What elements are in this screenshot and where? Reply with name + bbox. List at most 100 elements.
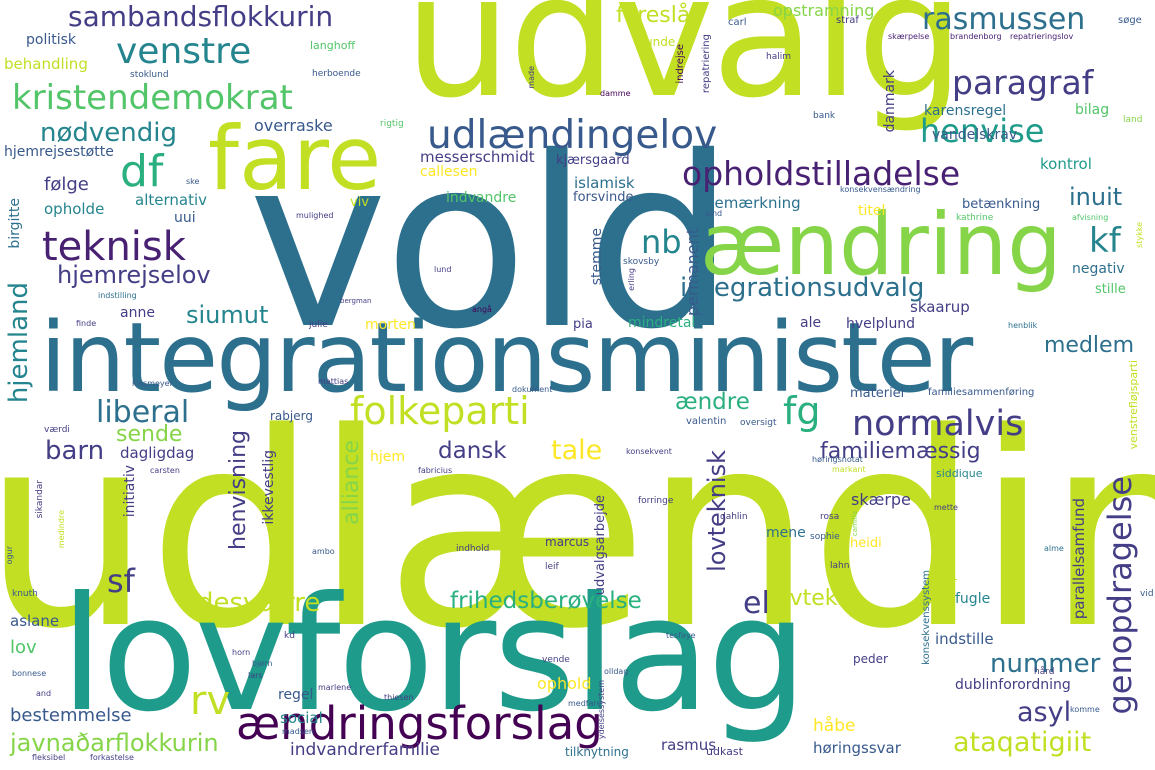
word-ambo: ambo [312,547,335,556]
word-hjemrejselov: hjemrejselov [57,261,211,289]
word-lovteknisk: lovteknisk [703,450,731,572]
word-teknisk: teknisk [42,224,186,270]
word-aslane: aslane [10,612,60,630]
word-alternativ: alternativ [135,191,207,209]
word-horingssvar: høringssvar [813,739,901,757]
word-herboende: herboende [312,69,361,79]
word-skaerpelse: skærpelse [888,32,930,41]
word-fare: fare [208,107,382,210]
word-opholdslande: opholdslande [947,520,958,588]
word-medlem: medlem [1044,333,1135,358]
word-medfare: medfare [568,699,602,708]
word-paragraf: paragraf [952,63,1094,102]
word-sende: sende [116,422,183,447]
word-and: and [36,689,52,698]
word-dagligdag: dagligdag [120,444,195,462]
word-kathrine: kathrine [956,213,994,223]
word-hvelplund: hvelplund [846,316,916,332]
word-overraske: overraske [254,116,333,135]
word-rabjerg: rabjerg [270,409,313,423]
word-repatriering: repatriering [701,34,712,94]
word-islamisk: islamisk [574,174,635,192]
word-foreslaa: foreslå [616,3,691,28]
word-udlaendingelov: udlændingelov [427,113,718,158]
word-skovsby: skovsby [623,257,660,267]
word-titel: titel [858,203,886,219]
word-marcus: marcus [545,535,590,549]
word-nummer: nummer [990,649,1101,679]
word-leif: leif [545,562,559,572]
word-fg: fg [783,389,821,433]
word-bestemmelse: bestemmelse [10,705,132,726]
word-konsekvenssystem: konsekvenssystem [921,570,932,665]
word-straf: straf [836,15,859,26]
word-erling: erling [627,268,636,291]
word-integrationsudvalg: integrationsudvalg [680,273,925,303]
word-nodvendig: nødvendig [40,118,177,148]
word-parallelsamfund: parallelsamfund [1070,498,1088,620]
word-kontrol: kontrol [1040,155,1092,173]
word-fabricius: fabricius [418,466,453,475]
word-vaerdi: værdi [44,425,70,435]
word-madsen: madsen [282,727,314,736]
word-skaarup: skaarup [910,298,970,316]
word-langhoff: langhoff [310,39,356,52]
word-tale: tale [551,435,603,466]
word-integrationsminister: integrationsminister [40,302,973,414]
word-udvalgsarbejde: udvalgsarbejde [593,495,608,596]
word-nb: nb [641,223,682,261]
word-tilknytning: tilknytning [565,745,629,759]
word-hjem: hjem [370,449,406,465]
word-vende: vende [542,655,570,665]
word-politisk: politisk [26,32,77,48]
word-markant: markant [832,465,866,474]
word-hjemland: hjemland [4,282,34,404]
word-permanent: permanent [683,228,702,317]
word-forsvinde: forsvinde [573,190,634,205]
word-initiativ: initiativ [122,465,138,518]
word-alme: alme [1044,544,1064,553]
word-rv: rv [190,678,231,724]
word-afvisning: afvisning [1072,213,1109,222]
word-damme: damme [600,89,631,98]
word-sophie: sophie [810,532,840,542]
word-opstramning: opstramning [773,1,875,20]
word-anne: anne [120,305,155,321]
word-henvise: henvise [920,112,1045,150]
word-ydelsessystem: ydelsessystem [597,680,606,740]
word-familiesammenforing: familiesammenføring [928,387,1035,398]
word-thiesen: thiesen [384,693,414,702]
word-normalvis: normalvis [852,404,1024,444]
word-indhold: indhold [456,544,490,554]
word-ske: ske [186,177,200,186]
word-bank: bank [813,111,836,121]
word-folge: følge [44,174,89,195]
word-messerschmidt: messerschmidt [420,148,535,166]
word-javnadarflokkurin: javnaðarflokkurin [10,729,219,757]
word-stemme: stemme [589,228,605,286]
word-kd: kd [284,631,295,641]
word-fleksibel: fleksibel [32,753,66,762]
word-rasmussen: rasmussen [922,2,1086,37]
word-social: social [280,709,323,727]
word-siddique: siddique [936,467,983,480]
word-danmark: danmark [882,70,898,133]
word-bonnese: bonnese [12,669,47,678]
word-komme: komme [1070,705,1100,714]
word-repatrieringslov: repatrieringslov [1010,32,1074,41]
word-barn: barn [45,436,105,466]
word-rasmus: rasmus [661,736,717,754]
word-indvandrerfamilie: indvandrerfamilie [290,740,440,760]
word-sikandar: sikandar [35,480,45,519]
word-folkeparti: folkeparti [350,389,530,433]
word-lund: lund [434,265,452,274]
word-aendre: ændre [675,389,750,415]
word-venstre: venstre [116,31,252,72]
word-carl: carl [728,17,747,28]
word-camilla: camilla [851,511,859,537]
word-bergman: bergman [340,297,372,305]
word-made: made [527,66,536,89]
word-horn: horn [232,648,251,657]
word-marlene: marlene [318,683,352,692]
